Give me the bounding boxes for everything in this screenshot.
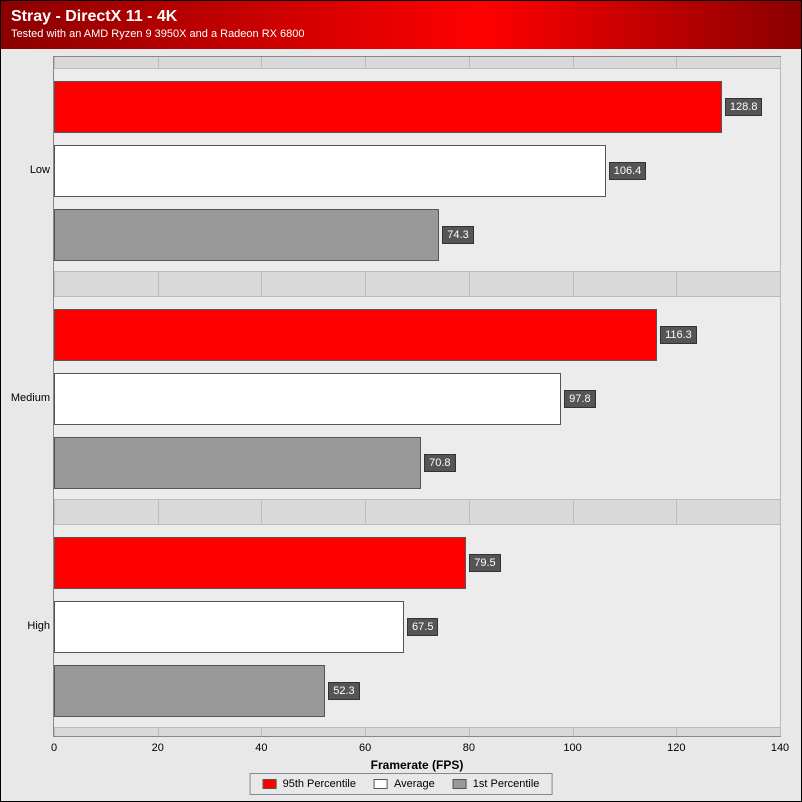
- bar-value-label: 52.3: [328, 682, 359, 700]
- bar-p1: 74.3: [54, 209, 439, 261]
- bar-avg: 97.8: [54, 373, 561, 425]
- bar-p95: 128.8: [54, 81, 722, 133]
- category-group: High79.567.552.3: [54, 524, 780, 728]
- category-label: Low: [10, 164, 50, 176]
- chart-subtitle: Tested with an AMD Ryzen 9 3950X and a R…: [11, 28, 791, 41]
- x-tick: 80: [463, 742, 475, 754]
- gridline: [780, 57, 781, 736]
- x-tick: 0: [51, 742, 57, 754]
- x-tick: 40: [255, 742, 267, 754]
- x-tick: 60: [359, 742, 371, 754]
- legend-item-p95: 95th Percentile: [263, 778, 356, 790]
- bar-p1: 52.3: [54, 665, 325, 717]
- plot-area: 3D OC3D.NET Framerate (FPS) 020406080100…: [53, 56, 781, 737]
- legend: 95th Percentile Average 1st Percentile: [250, 773, 553, 795]
- legend-item-p1: 1st Percentile: [453, 778, 540, 790]
- x-tick: 20: [152, 742, 164, 754]
- bar-value-label: 128.8: [725, 98, 763, 116]
- bar-value-label: 97.8: [564, 390, 595, 408]
- category-label: High: [10, 620, 50, 632]
- chart-container: Stray - DirectX 11 - 4K Tested with an A…: [0, 0, 802, 802]
- chart-title: Stray - DirectX 11 - 4K: [11, 7, 791, 26]
- legend-swatch-avg: [374, 779, 388, 789]
- x-axis-label: Framerate (FPS): [371, 758, 464, 772]
- x-tick: 140: [771, 742, 789, 754]
- bar-value-label: 116.3: [660, 326, 697, 344]
- category-group: Medium116.397.870.8: [54, 296, 780, 500]
- bar-p95: 116.3: [54, 309, 657, 361]
- bar-value-label: 74.3: [442, 226, 473, 244]
- bar-p95: 79.5: [54, 537, 466, 589]
- category-group: Low128.8106.474.3: [54, 68, 780, 272]
- x-tick: 100: [563, 742, 581, 754]
- legend-swatch-p95: [263, 779, 277, 789]
- bar-value-label: 79.5: [469, 554, 500, 572]
- category-label: Medium: [10, 392, 50, 404]
- bar-p1: 70.8: [54, 437, 421, 489]
- bar-value-label: 70.8: [424, 454, 455, 472]
- legend-label-p1: 1st Percentile: [473, 778, 540, 790]
- bar-avg: 106.4: [54, 145, 606, 197]
- bar-value-label: 67.5: [407, 618, 438, 636]
- legend-label-p95: 95th Percentile: [283, 778, 356, 790]
- legend-label-avg: Average: [394, 778, 435, 790]
- bar-value-label: 106.4: [609, 162, 647, 180]
- legend-swatch-p1: [453, 779, 467, 789]
- x-tick: 120: [667, 742, 685, 754]
- bar-avg: 67.5: [54, 601, 404, 653]
- chart-header: Stray - DirectX 11 - 4K Tested with an A…: [1, 1, 801, 49]
- legend-item-avg: Average: [374, 778, 435, 790]
